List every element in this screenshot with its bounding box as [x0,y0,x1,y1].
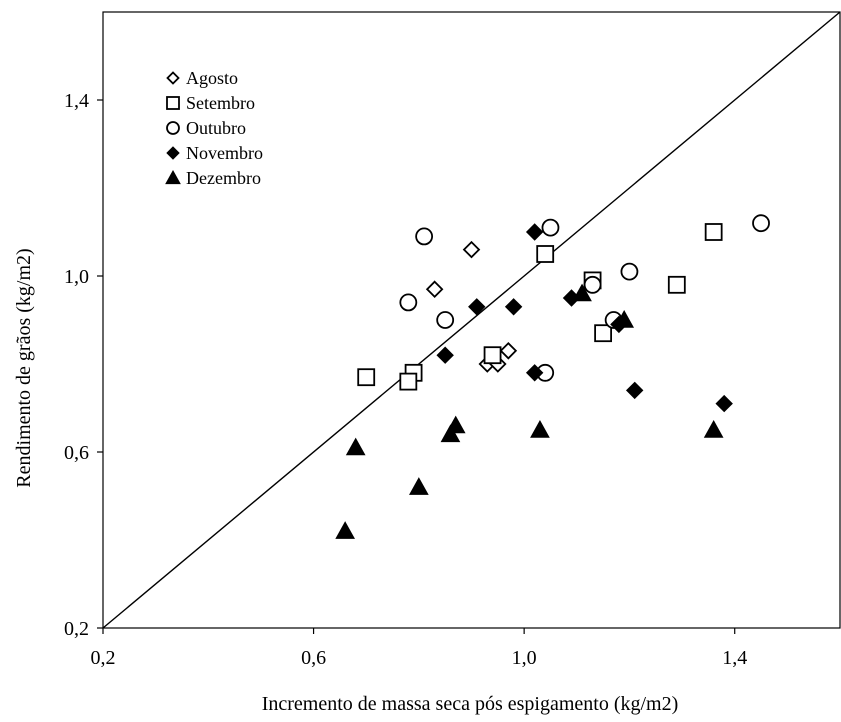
data-point-dezembro [345,437,366,456]
legend-marker-novembro [166,146,180,160]
data-point-agosto [499,342,518,360]
legend-label: Agosto [186,68,238,88]
data-point-dezembro [440,424,461,443]
data-point-setembro [483,346,502,365]
data-point-setembro [399,372,418,391]
identity-line-group [102,11,841,629]
x-tick-label: 0,2 [91,647,116,669]
data-point-novembro [525,364,544,382]
data-point-novembro [436,346,454,364]
legend-label: Outubro [186,118,246,138]
data-point-dezembro [445,415,466,434]
x-tick-label: 1,0 [512,647,537,669]
legend-label: Novembro [186,143,263,163]
legend-marker-outubro [166,121,180,135]
y-tick-label: 0,6 [64,442,89,464]
data-point-outubro [752,214,770,233]
y-tick-label: 1,4 [64,90,89,112]
data-points [335,214,770,539]
legend: Agosto Setembro Outubro Novembro Dezembro [165,68,263,188]
data-point-novembro [625,381,644,400]
data-point-outubro [583,275,602,294]
data-point-outubro [620,262,639,281]
data-point-dezembro [572,283,592,302]
data-point-novembro [525,223,544,241]
data-point-setembro [357,368,376,387]
data-point-dezembro [335,521,356,539]
data-point-dezembro [409,477,429,495]
legend-marker-setembro [166,96,180,110]
data-point-agosto [425,280,444,298]
data-point-outubro [541,218,560,237]
data-point-outubro [399,293,418,312]
data-point-dezembro [703,419,724,438]
x-tick-label: 1,4 [722,647,747,669]
y-tick-label: 0,2 [64,618,89,640]
data-point-novembro [504,298,523,316]
data-point-novembro [715,394,733,413]
legend-label: Setembro [186,93,255,113]
legend-marker-agosto [166,71,180,85]
legend-label: Dezembro [186,168,261,188]
data-point-setembro [594,324,613,343]
data-point-dezembro [614,309,635,328]
identity-line [102,11,841,629]
data-point-outubro [436,311,455,329]
data-point-agosto [462,240,481,259]
data-point-dezembro [530,419,550,438]
x-tick-label: 0,6 [301,647,326,669]
plot-frame [102,11,841,629]
legend-marker-dezembro [165,169,181,185]
axes: 0,2 0,6 1,0 1,4 0,2 0,6 1,0 1,4 [64,11,841,669]
x-axis-label: Incremento de massa seca pós espigamento… [262,693,679,715]
data-point-novembro [468,298,486,316]
data-point-outubro [415,227,434,246]
y-tick-label: 1,0 [64,266,89,288]
data-point-setembro [667,275,686,294]
data-point-setembro [536,245,555,263]
y-axis-label: Rendimento de grãos (kg/m2) [13,248,35,487]
data-point-setembro [704,223,723,241]
